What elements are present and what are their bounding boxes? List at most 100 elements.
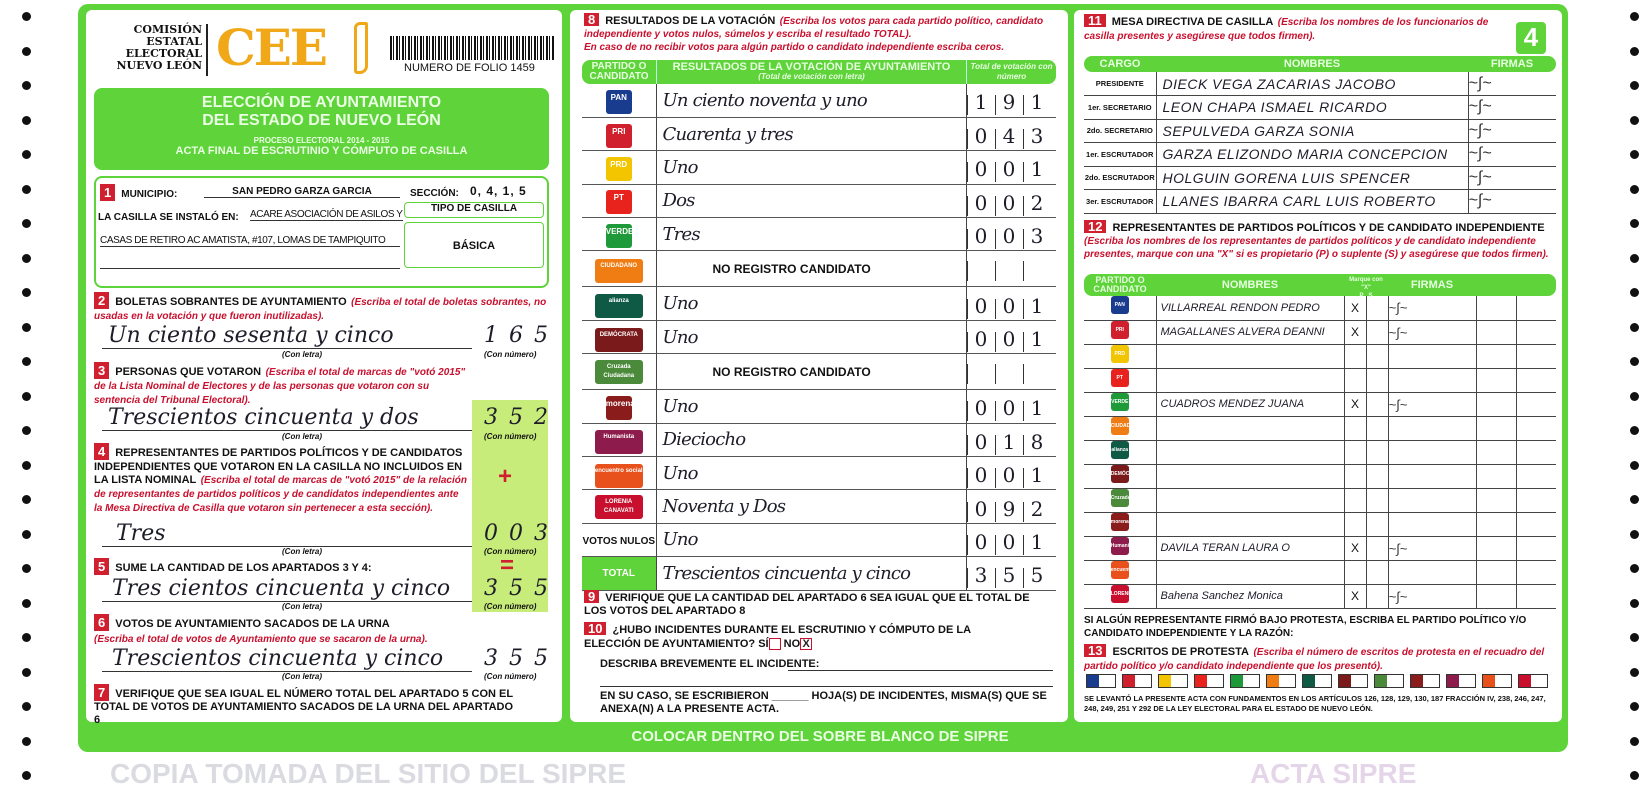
propietario-mark[interactable] xyxy=(1343,368,1366,392)
protest-count-input[interactable] xyxy=(1171,675,1187,687)
protesta-cell[interactable] xyxy=(1475,344,1516,368)
protesta-cell[interactable] xyxy=(1475,416,1516,440)
con-numero-label: (Con número) xyxy=(484,432,537,441)
perforation-hole xyxy=(22,322,31,332)
section-title: SUME LA CANTIDAD DE LOS APARTADOS 3 Y 4: xyxy=(115,562,372,574)
suplente-mark[interactable] xyxy=(1365,320,1388,344)
suplente-mark[interactable] xyxy=(1365,536,1388,560)
incident-line-2[interactable] xyxy=(600,686,1053,687)
reps-table: PAN VILLARREAL RENDON PEDRO X ~∫~ PRI MA… xyxy=(1084,296,1556,609)
suplente-mark[interactable] xyxy=(1365,464,1388,488)
protest-count-input[interactable] xyxy=(1387,675,1403,687)
suplente-mark[interactable] xyxy=(1365,296,1388,320)
propietario-mark[interactable] xyxy=(1343,560,1366,584)
section-note: En caso de no recibir votos para algún p… xyxy=(584,42,1005,53)
protesta-cell-2[interactable] xyxy=(1515,368,1556,392)
suplente-mark[interactable] xyxy=(1365,344,1388,368)
si-checkbox[interactable] xyxy=(768,638,781,651)
protesta-cell[interactable] xyxy=(1475,464,1516,488)
suma-numero: 3 5 5 xyxy=(484,576,550,601)
protest-box[interactable] xyxy=(1518,674,1548,688)
protesta-cell[interactable] xyxy=(1475,440,1516,464)
protesta-cell-2[interactable] xyxy=(1515,512,1556,536)
section-7: 7 VERIFIQUE QUE SEA IGUAL EL NÚMERO TOTAL… xyxy=(94,684,514,727)
protesta-cell-2[interactable] xyxy=(1515,584,1556,608)
suplente-mark[interactable] xyxy=(1365,584,1388,608)
protest-count-input[interactable] xyxy=(1243,675,1259,687)
protest-count-input[interactable] xyxy=(1495,675,1511,687)
protesta-cell-2[interactable] xyxy=(1515,488,1556,512)
protest-box[interactable] xyxy=(1446,674,1476,688)
suplente-mark[interactable] xyxy=(1365,560,1388,584)
protest-count-input[interactable] xyxy=(1315,675,1331,687)
funcionario-nombre: HOLGUIN GORENA LUIS SPENCER xyxy=(1155,166,1468,190)
protest-count-input[interactable] xyxy=(1135,675,1151,687)
incident-line[interactable] xyxy=(788,670,1053,671)
digit: 0 xyxy=(994,398,1023,422)
protest-box[interactable] xyxy=(1266,674,1296,688)
perforation-hole xyxy=(1630,115,1639,125)
protesta-cell[interactable] xyxy=(1475,488,1516,512)
propietario-mark[interactable]: X xyxy=(1343,296,1366,320)
votes-letra: NO REGISTRO CANDIDATO xyxy=(712,364,871,379)
suplente-mark[interactable] xyxy=(1365,488,1388,512)
protesta-cell[interactable] xyxy=(1475,392,1516,416)
propietario-mark[interactable]: X xyxy=(1343,584,1366,608)
protest-box[interactable] xyxy=(1158,674,1188,688)
protest-box[interactable] xyxy=(1086,674,1116,688)
protesta-cell[interactable] xyxy=(1475,584,1516,608)
protesta-cell-2[interactable] xyxy=(1515,320,1556,344)
no-checkbox[interactable]: X xyxy=(800,638,813,651)
protest-box[interactable] xyxy=(1230,674,1260,688)
propietario-mark[interactable]: X xyxy=(1343,320,1366,344)
protest-count-input[interactable] xyxy=(1531,675,1547,687)
org-line: ELECTORAL xyxy=(125,47,202,60)
mesa-header: CARGO NOMBRES FIRMAS xyxy=(1084,56,1556,72)
protesta-cell[interactable] xyxy=(1475,320,1516,344)
perforation-hole xyxy=(22,771,31,780)
protesta-cell-2[interactable] xyxy=(1515,440,1556,464)
suplente-mark[interactable] xyxy=(1365,368,1388,392)
protesta-cell[interactable] xyxy=(1475,560,1516,584)
protesta-cell-2[interactable] xyxy=(1515,344,1556,368)
propietario-mark[interactable]: X xyxy=(1343,392,1366,416)
suplente-mark[interactable] xyxy=(1365,392,1388,416)
protest-box[interactable] xyxy=(1374,674,1404,688)
suplente-mark[interactable] xyxy=(1365,416,1388,440)
propietario-mark[interactable]: X xyxy=(1343,536,1366,560)
perforation-hole xyxy=(1630,288,1639,297)
protesta-cell-2[interactable] xyxy=(1515,536,1556,560)
propietario-mark[interactable] xyxy=(1343,440,1366,464)
protest-count-input[interactable] xyxy=(1351,675,1367,687)
suplente-mark[interactable] xyxy=(1365,512,1388,536)
digit: 2 xyxy=(1022,193,1051,216)
protest-count-input[interactable] xyxy=(1099,675,1115,687)
protesta-cell-2[interactable] xyxy=(1515,296,1556,320)
protest-box[interactable] xyxy=(1482,674,1512,688)
digit xyxy=(966,261,995,282)
propietario-mark[interactable] xyxy=(1343,488,1366,512)
protest-box[interactable] xyxy=(1302,674,1332,688)
protest-count-input[interactable] xyxy=(1459,675,1475,687)
propietario-mark[interactable] xyxy=(1343,464,1366,488)
protesta-cell[interactable] xyxy=(1475,368,1516,392)
protesta-cell-2[interactable] xyxy=(1515,416,1556,440)
protesta-cell[interactable] xyxy=(1475,296,1516,320)
protest-box[interactable] xyxy=(1338,674,1368,688)
protest-box[interactable] xyxy=(1410,674,1440,688)
propietario-mark[interactable] xyxy=(1343,344,1366,368)
propietario-mark[interactable] xyxy=(1343,512,1366,536)
protest-count-input[interactable] xyxy=(1279,675,1295,687)
propietario-mark[interactable] xyxy=(1343,416,1366,440)
protest-box[interactable] xyxy=(1122,674,1152,688)
protesta-cell-2[interactable] xyxy=(1515,560,1556,584)
suplente-mark[interactable] xyxy=(1365,440,1388,464)
protesta-cell[interactable] xyxy=(1475,536,1516,560)
protest-count-input[interactable] xyxy=(1423,675,1439,687)
protest-box[interactable] xyxy=(1194,674,1224,688)
protest-count-input[interactable] xyxy=(1207,675,1223,687)
protesta-cell-2[interactable] xyxy=(1515,464,1556,488)
protesta-cell[interactable] xyxy=(1475,512,1516,536)
protesta-cell-2[interactable] xyxy=(1515,392,1556,416)
